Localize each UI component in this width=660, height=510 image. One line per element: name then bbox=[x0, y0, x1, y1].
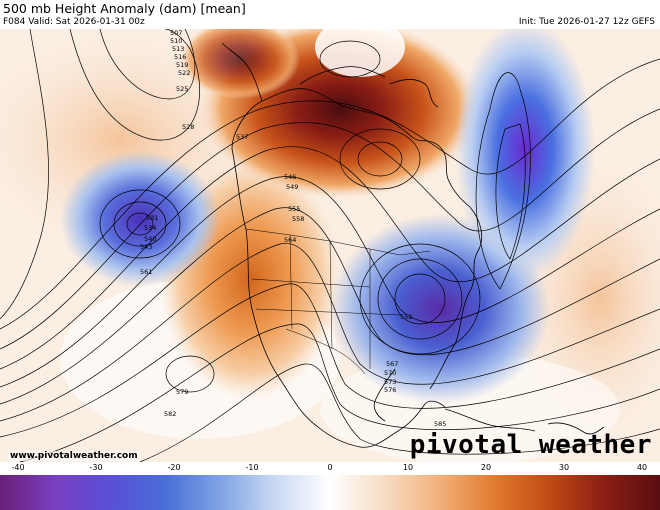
brand-logo: pivotal weather bbox=[409, 430, 652, 460]
contour-label: 567 bbox=[386, 360, 398, 368]
contour-label: 534 bbox=[144, 224, 156, 232]
contour-label: 573 bbox=[384, 378, 396, 386]
contour-label: 528 bbox=[182, 123, 194, 131]
contour-label-group: 507 510 513 516 519 522 525 528 531 534 … bbox=[140, 29, 446, 428]
contour-label: 537 bbox=[236, 133, 248, 141]
map-title: 500 mb Height Anomaly (dam) [mean] bbox=[3, 1, 246, 16]
map-canvas: 507 510 513 516 519 522 525 528 531 534 … bbox=[0, 29, 660, 462]
contour-label: 576 bbox=[384, 386, 396, 394]
contour-label: 522 bbox=[178, 69, 190, 77]
anomaly-neutral-arctic bbox=[315, 29, 405, 77]
contour-label: 510 bbox=[170, 37, 182, 45]
contour-label: 546 bbox=[284, 173, 296, 181]
colorbar-tick-label: 40 bbox=[636, 463, 648, 472]
contour-label: 525 bbox=[176, 85, 188, 93]
colorbar-tick-label: -40 bbox=[11, 463, 25, 472]
contour-label: 555 bbox=[288, 205, 300, 213]
contour-label: 579 bbox=[176, 388, 188, 396]
contour-label: 507 bbox=[170, 29, 182, 37]
colorbar-tick-label: -30 bbox=[89, 463, 103, 472]
anomaly-map: 507 510 513 516 519 522 525 528 531 534 … bbox=[0, 29, 660, 462]
colorbar-ticks: -40 -30 -20 -10 0 10 20 30 40 bbox=[0, 463, 660, 475]
colorbar-tick-label: -10 bbox=[245, 463, 259, 472]
init-time: Init: Tue 2026-01-27 12z GEFS bbox=[518, 17, 655, 27]
coastlines bbox=[221, 42, 605, 448]
anomaly-positive-alaska bbox=[180, 29, 300, 99]
contour-label: 561 bbox=[140, 268, 152, 276]
contour-label: 558 bbox=[292, 215, 304, 223]
colorbar-tick-label: 10 bbox=[402, 463, 414, 472]
anomaly-negative-pacific bbox=[60, 151, 220, 287]
contour-label: 570 bbox=[384, 369, 396, 377]
colorbar-tick-label: 20 bbox=[480, 463, 492, 472]
contour-label: 540 bbox=[144, 235, 156, 243]
contour-label: 513 bbox=[172, 45, 184, 53]
contour-label: 549 bbox=[286, 183, 298, 191]
contour-label: 516 bbox=[174, 53, 186, 61]
valid-time: F084 Valid: Sat 2026-01-31 00z bbox=[3, 17, 145, 27]
colorbar-tick-label: -20 bbox=[167, 463, 181, 472]
contour-label: 585 bbox=[434, 420, 446, 428]
colorbar: -40 -30 -20 -10 0 10 20 30 40 bbox=[0, 462, 660, 510]
contour-label: 543 bbox=[140, 243, 152, 251]
header: 500 mb Height Anomaly (dam) [mean] F084 … bbox=[0, 0, 660, 30]
contour-label: 531 bbox=[146, 214, 158, 222]
colorbar-strip bbox=[0, 475, 660, 510]
site-url[interactable]: www.pivotalweather.com bbox=[8, 451, 140, 461]
height-contours bbox=[0, 29, 660, 462]
contour-label: 552 bbox=[400, 313, 412, 321]
colorbar-tick-label: 0 bbox=[327, 463, 333, 472]
borders bbox=[245, 228, 431, 375]
contour-label: 582 bbox=[164, 410, 176, 418]
contour-label: 519 bbox=[176, 61, 188, 69]
colorbar-tick-label: 30 bbox=[558, 463, 570, 472]
contour-label: 564 bbox=[284, 236, 296, 244]
